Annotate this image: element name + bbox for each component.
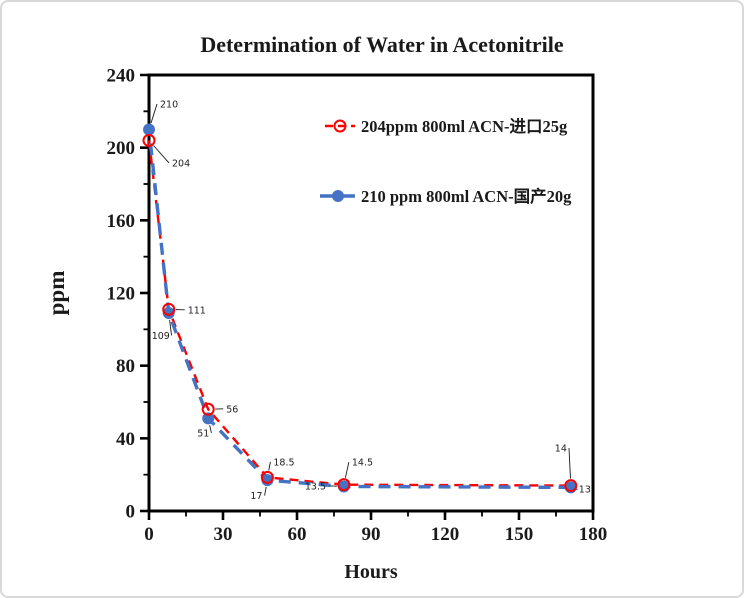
x-tick-label: 120 bbox=[431, 524, 460, 545]
point-label: 18.5 bbox=[273, 457, 294, 468]
x-tick-label: 60 bbox=[288, 524, 307, 545]
plot-area: 0 30 60 90 120 150 180 0 40 80 120 160 200 240 204 111 5… bbox=[107, 66, 608, 546]
x-tick-label: 180 bbox=[579, 524, 608, 545]
x-tick-label: 30 bbox=[214, 524, 233, 545]
y-tick-label: 120 bbox=[107, 284, 136, 305]
data-point-open-circle bbox=[162, 302, 176, 316]
y-tick-label: 0 bbox=[126, 502, 136, 523]
legend-open-circle-icon bbox=[333, 119, 347, 133]
x-tick-label: 0 bbox=[144, 524, 154, 545]
legend-label-domestic: 210 ppm 800ml ACN-国产20g bbox=[361, 186, 572, 206]
point-leader-line bbox=[209, 425, 212, 433]
x-tick-label: 90 bbox=[362, 524, 381, 545]
y-axis-title: ppm bbox=[44, 271, 69, 316]
point-label: 14 bbox=[555, 444, 567, 455]
legend-item-domestic: 210 ppm 800ml ACN-国产20g bbox=[320, 186, 572, 206]
y-tick-label: 240 bbox=[107, 66, 136, 87]
data-point-open-circle bbox=[337, 478, 351, 492]
point-leader-line bbox=[169, 319, 172, 336]
point-leader-line bbox=[568, 448, 571, 479]
data-point-filled-circle bbox=[202, 412, 215, 425]
x-axis-title: Hours bbox=[344, 561, 398, 583]
legend-filled-circle-icon bbox=[332, 190, 344, 202]
point-leader-line bbox=[268, 461, 271, 471]
point-label: 210 bbox=[160, 100, 178, 111]
point-leader-line bbox=[264, 486, 267, 496]
data-point-open-circle bbox=[201, 402, 215, 416]
point-label: 13 bbox=[579, 484, 591, 495]
series-line-1 bbox=[147, 129, 571, 490]
x-tick-label: 150 bbox=[505, 524, 534, 545]
data-point-filled-circle bbox=[143, 123, 155, 136]
point-label: 111 bbox=[188, 305, 206, 316]
data-point-open-circle bbox=[564, 479, 578, 493]
point-label: 17 bbox=[250, 491, 262, 502]
y-tick-label: 80 bbox=[116, 356, 135, 377]
series-line-0 bbox=[147, 140, 571, 487]
point-label: 13.5 bbox=[305, 481, 326, 492]
legend-item-imported: 204ppm 800ml ACN-进口25g bbox=[325, 117, 568, 136]
plot-frame bbox=[147, 73, 595, 513]
point-label: 51 bbox=[197, 428, 209, 439]
data-point-open-circle bbox=[260, 470, 274, 484]
data-point-filled-circle bbox=[162, 306, 175, 319]
point-leader-line bbox=[153, 145, 170, 164]
chart-title: Determination of Water in Acetonitrile bbox=[200, 32, 564, 57]
y-tick-label: 40 bbox=[116, 429, 135, 450]
point-leader-line bbox=[344, 462, 350, 478]
point-label: 204 bbox=[172, 158, 190, 169]
legend-label-imported: 204ppm 800ml ACN-进口25g bbox=[361, 117, 568, 136]
legend: 204ppm 800ml ACN-进口25g 210 ppm 800ml ACN… bbox=[320, 117, 572, 206]
y-tick-label: 160 bbox=[107, 211, 136, 232]
data-point-open-circle bbox=[142, 133, 156, 147]
point-leader-line bbox=[150, 103, 158, 123]
point-label: 56 bbox=[226, 404, 238, 415]
point-label: 14.5 bbox=[352, 458, 373, 469]
point-label: 109 bbox=[152, 331, 170, 342]
y-tick-label: 200 bbox=[107, 138, 136, 159]
